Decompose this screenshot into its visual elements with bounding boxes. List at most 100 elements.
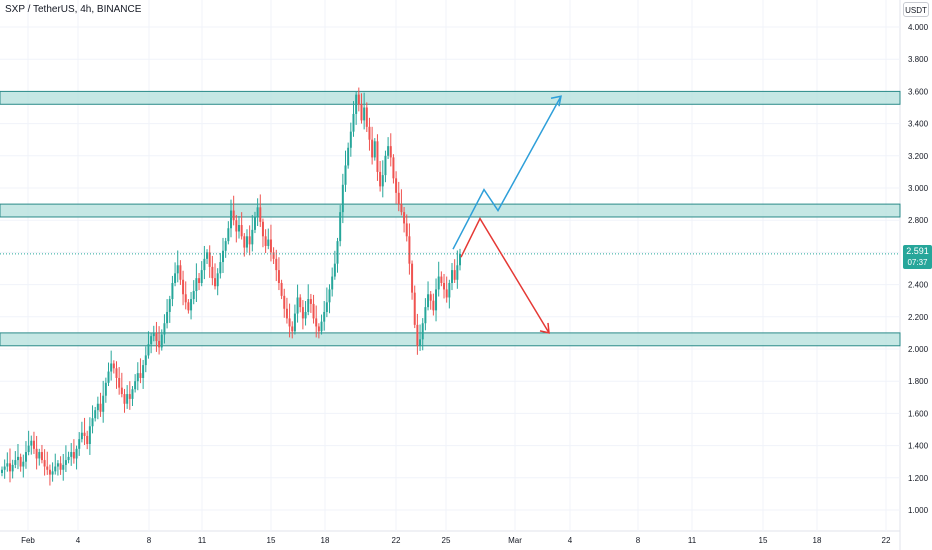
candle-body	[293, 313, 296, 332]
candle-body	[43, 460, 46, 467]
candle-body	[331, 276, 334, 290]
candle-body	[134, 381, 137, 390]
y-tick-label: 1.400	[908, 442, 929, 451]
candle-body	[315, 318, 318, 327]
candle-body	[171, 282, 174, 300]
candle-body	[6, 463, 9, 467]
candle-body	[237, 225, 240, 232]
candle-body	[296, 297, 299, 314]
candle-body	[288, 318, 291, 327]
candle-body	[126, 394, 129, 404]
candle-body	[243, 236, 246, 248]
candle-body	[421, 323, 424, 340]
candle-body	[403, 212, 406, 224]
candle-body	[96, 403, 99, 411]
candle-body	[400, 204, 403, 213]
y-tick-label: 3.400	[908, 120, 929, 129]
candle-body	[427, 294, 430, 308]
candle-body	[216, 273, 219, 287]
x-tick-label: 25	[442, 536, 451, 545]
candle-body	[139, 373, 142, 378]
candle-body	[275, 258, 278, 271]
candle-body	[371, 139, 374, 158]
candle-body	[389, 146, 392, 158]
candle-body	[147, 344, 150, 356]
y-tick-label: 1.800	[908, 377, 929, 386]
candle-body	[232, 210, 235, 221]
candle-body	[363, 107, 366, 121]
candle-body	[384, 155, 387, 176]
candle-body	[27, 445, 30, 453]
candle-body	[387, 146, 390, 156]
candle-body	[64, 460, 67, 465]
candle-body	[38, 452, 41, 459]
candle-body	[200, 270, 203, 283]
candle-body	[416, 324, 419, 346]
chart-legend-title: SXP / TetherUS, 4h, BINANCE	[5, 4, 142, 15]
last-price-value: 2.591	[906, 246, 929, 256]
sr-zone	[0, 90, 901, 105]
candle-body	[118, 377, 121, 388]
candle-body	[368, 126, 371, 140]
x-tick-label: 4	[568, 536, 573, 545]
candle-body	[373, 141, 376, 158]
x-tick-label: 8	[636, 536, 641, 545]
candle-body	[240, 225, 243, 237]
candle-body	[152, 332, 155, 337]
candle-body	[376, 141, 379, 172]
candle-body	[46, 466, 49, 470]
candle-body	[408, 236, 411, 264]
candle-body	[88, 426, 91, 444]
candle-body	[280, 282, 283, 296]
candle-body	[264, 236, 267, 246]
candle-body	[208, 252, 211, 267]
candle-body	[424, 307, 427, 324]
candle-body	[83, 432, 86, 436]
x-tick-label: 22	[882, 536, 891, 545]
candle-body	[198, 278, 201, 283]
candle-body	[261, 221, 264, 237]
candle-body	[453, 270, 456, 280]
candle-body	[323, 311, 326, 322]
candle-body	[248, 236, 251, 245]
candle-body	[70, 452, 73, 457]
y-tick-label: 1.600	[908, 409, 929, 418]
candle-body	[445, 289, 448, 298]
candle-body	[168, 299, 171, 312]
candle-body	[75, 448, 78, 459]
candle-body	[176, 265, 179, 274]
candle-body	[120, 387, 123, 395]
candle-body	[230, 210, 232, 229]
candle-body	[54, 466, 57, 472]
candle-body	[99, 403, 102, 412]
candle-body	[56, 463, 59, 467]
candle-body	[325, 302, 328, 312]
bullish-scenario-line	[452, 95, 562, 250]
candle-body	[166, 311, 169, 324]
candle-body	[51, 471, 54, 475]
candle-body	[304, 311, 307, 319]
candle-body	[182, 279, 185, 295]
candle-body	[8, 463, 11, 472]
candle-body	[245, 236, 248, 248]
x-tick-label: Mar	[508, 536, 522, 545]
candle-body	[413, 292, 416, 325]
candle-body	[301, 307, 304, 319]
candle-body	[30, 440, 33, 446]
currency-button[interactable]: USDT	[903, 2, 929, 17]
candle-body	[144, 355, 147, 366]
candle-body	[379, 171, 382, 187]
y-tick-label: 2.400	[908, 281, 929, 290]
candle-body	[59, 463, 62, 470]
candle-body	[347, 147, 350, 166]
last-price-label: 2.591 07:37	[903, 245, 932, 269]
candle-body	[160, 334, 163, 348]
candle-body	[253, 216, 256, 230]
candle-body	[32, 440, 35, 449]
candle-body	[272, 252, 275, 259]
candle-body	[14, 460, 17, 465]
candle-body	[211, 266, 214, 279]
bullish-arrowhead	[550, 95, 562, 107]
candle-body	[16, 456, 19, 461]
